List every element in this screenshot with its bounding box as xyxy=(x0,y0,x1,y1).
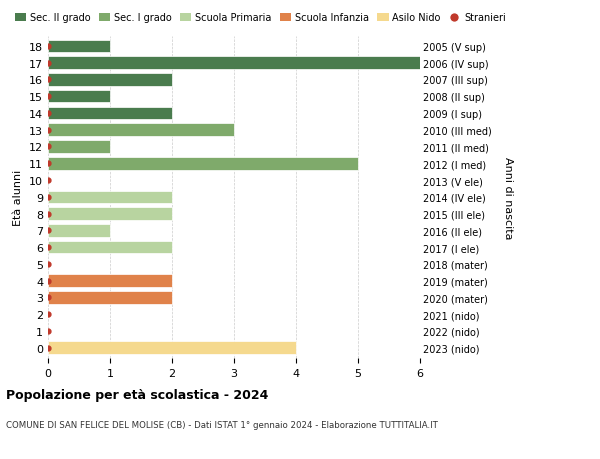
Bar xyxy=(48,124,234,137)
Bar xyxy=(48,241,172,254)
Text: Popolazione per età scolastica - 2024: Popolazione per età scolastica - 2024 xyxy=(6,388,268,401)
Bar xyxy=(48,191,172,204)
Bar xyxy=(48,91,110,103)
Bar xyxy=(48,208,172,220)
Bar xyxy=(48,275,172,287)
Bar xyxy=(48,291,172,304)
Bar xyxy=(48,107,172,120)
Bar xyxy=(48,224,110,237)
Bar xyxy=(48,157,358,170)
Y-axis label: Anni di nascita: Anni di nascita xyxy=(503,156,512,239)
Text: COMUNE DI SAN FELICE DEL MOLISE (CB) - Dati ISTAT 1° gennaio 2024 - Elaborazione: COMUNE DI SAN FELICE DEL MOLISE (CB) - D… xyxy=(6,420,438,429)
Bar xyxy=(48,141,110,153)
Bar xyxy=(48,74,172,86)
Bar xyxy=(48,40,110,53)
Legend: Sec. II grado, Sec. I grado, Scuola Primaria, Scuola Infanzia, Asilo Nido, Stran: Sec. II grado, Sec. I grado, Scuola Prim… xyxy=(11,10,510,27)
Y-axis label: Età alunni: Età alunni xyxy=(13,169,23,225)
Bar xyxy=(48,57,420,70)
Bar xyxy=(48,341,296,354)
